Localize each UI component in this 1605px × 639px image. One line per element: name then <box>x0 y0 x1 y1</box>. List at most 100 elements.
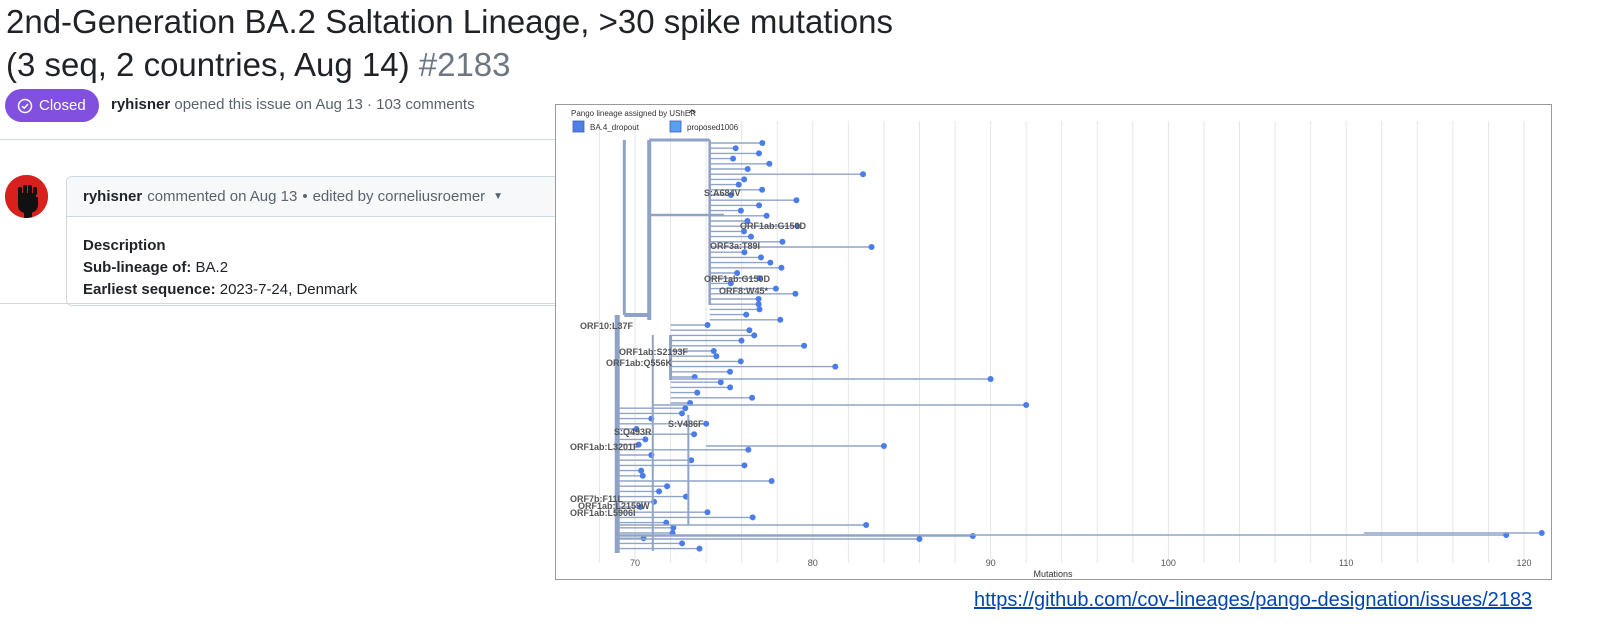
check-circle-icon <box>17 98 33 113</box>
tip-node <box>633 426 640 432</box>
tip-node <box>728 192 735 198</box>
tip-node <box>703 420 710 427</box>
branch-label: S:Q493R <box>614 427 652 437</box>
field-value: 2023-7-24, Denmark <box>219 281 358 298</box>
tip-node <box>637 504 644 510</box>
tip-node <box>664 483 671 490</box>
tip-node <box>741 249 748 256</box>
tip-node <box>916 536 923 542</box>
branch-label: ORF8:W45* <box>719 286 769 296</box>
tip-node <box>737 207 744 214</box>
tip-node <box>744 166 751 172</box>
tip-node <box>768 478 775 484</box>
comment-divider <box>0 303 556 304</box>
issue-title: 2nd-Generation BA.2 Saltation Lineage, >… <box>6 0 956 86</box>
branch-label: ORF1ab:S2193F <box>619 347 689 357</box>
tip-node <box>743 311 750 318</box>
tip-node <box>868 244 875 250</box>
chevron-down-icon[interactable]: ▼ <box>493 191 504 202</box>
tip-node <box>663 519 670 526</box>
tip-node <box>642 436 649 443</box>
legend-label: BA.4_dropout <box>590 123 640 132</box>
comment-author-link[interactable]: ryhisner <box>83 188 143 205</box>
issue-meta-text: opened this issue on Aug 13 · 103 commen… <box>174 96 475 113</box>
field-value: BA.2 <box>195 259 229 276</box>
tip-node <box>755 296 762 302</box>
tip-node <box>635 441 642 448</box>
tip-node <box>749 514 756 521</box>
tip-node <box>710 348 717 354</box>
comment-card: ryhisner commented on Aug 13 • edited by… <box>66 176 567 306</box>
tip-node <box>1023 402 1030 408</box>
tip-node <box>969 533 976 539</box>
issue-url-link[interactable]: https://github.com/cov-lineages/pango-de… <box>974 589 1533 611</box>
branch-label: ORF1ab:Q556K <box>606 358 673 368</box>
branch-label: ORF1ab:G150D <box>740 221 807 231</box>
issue-title-line2: (3 seq, 2 countries, Aug 14) <box>6 46 410 83</box>
tip-node <box>1538 530 1545 536</box>
tip-node <box>777 316 784 323</box>
tip-node <box>749 394 756 401</box>
tip-node <box>860 171 867 178</box>
x-tick-label: 110 <box>1339 558 1353 568</box>
field-row: Sub-lineage of: BA.2 <box>83 257 567 279</box>
branch-label: ORF1ab:L2159W <box>578 501 650 511</box>
tip-node <box>792 290 799 297</box>
tip-node <box>832 363 839 370</box>
tip-node <box>740 228 747 235</box>
tip-node <box>747 233 754 240</box>
phylogenetic-tree: 70 80 90 100 110 120 Mutations Pango lineage as… <box>570 109 1545 579</box>
tip-node <box>767 259 774 266</box>
tip-node <box>678 410 685 417</box>
avatar[interactable] <box>5 175 48 218</box>
tip-node <box>738 337 745 344</box>
branch-label: ORF3a:T89I <box>710 241 760 251</box>
comment-action: commented on Aug 13 <box>147 188 298 205</box>
legend-label: proposed1006 <box>687 123 739 132</box>
status-label: Closed <box>39 97 86 114</box>
raised-fist-icon <box>5 175 48 218</box>
tip-node <box>755 301 762 308</box>
branch-label: ORF7b:F11L <box>570 494 624 504</box>
tip-node <box>745 446 752 453</box>
header-divider <box>0 139 560 140</box>
field-row: Earliest sequence: 2023-7-24, Denmark <box>83 279 567 301</box>
legend-swatch <box>572 120 585 133</box>
tip-node <box>730 155 737 162</box>
tip-node <box>682 405 689 412</box>
tip-node <box>737 358 744 365</box>
x-tick-label: 80 <box>808 558 818 568</box>
tip-node <box>756 306 763 313</box>
tip-node <box>679 540 686 547</box>
x-tick-label: 90 <box>986 558 996 568</box>
branch-label: ORF1ab:L5906I <box>570 508 636 518</box>
branch-label: ORF10:L37F <box>580 321 634 331</box>
tip-node <box>763 212 770 219</box>
issue-author-link[interactable]: ryhisner <box>111 96 171 113</box>
tip-node <box>638 467 645 474</box>
tip-node <box>691 431 698 438</box>
tip-node <box>741 462 748 469</box>
tip-node <box>778 264 785 271</box>
x-tick-label: 120 <box>1516 558 1531 568</box>
separator-dot: • <box>302 188 308 205</box>
legend-swatch <box>669 120 682 133</box>
comment-body: Description Sub-lineage of: BA.2 Earlies… <box>67 217 567 301</box>
phylogenetic-tree-panel: 70 80 90 100 110 120 Mutations Pango lineage as… <box>555 104 1552 580</box>
tip-node <box>863 522 870 528</box>
tip-node <box>713 353 720 360</box>
tip-node <box>756 275 763 282</box>
tip-node <box>696 545 703 552</box>
branch-label: S:A684V <box>704 188 741 198</box>
edited-by-dropdown[interactable]: edited by corneliusroemer <box>312 188 486 205</box>
tip-node <box>734 270 741 276</box>
tip-node <box>741 176 748 183</box>
tip-node <box>759 140 766 146</box>
tip-node <box>727 384 734 391</box>
tip-node <box>717 379 724 386</box>
tip-node <box>766 160 773 167</box>
tip-node <box>987 376 994 382</box>
tip-node <box>727 280 734 287</box>
tip-node <box>735 181 742 188</box>
tip-node <box>670 524 677 531</box>
